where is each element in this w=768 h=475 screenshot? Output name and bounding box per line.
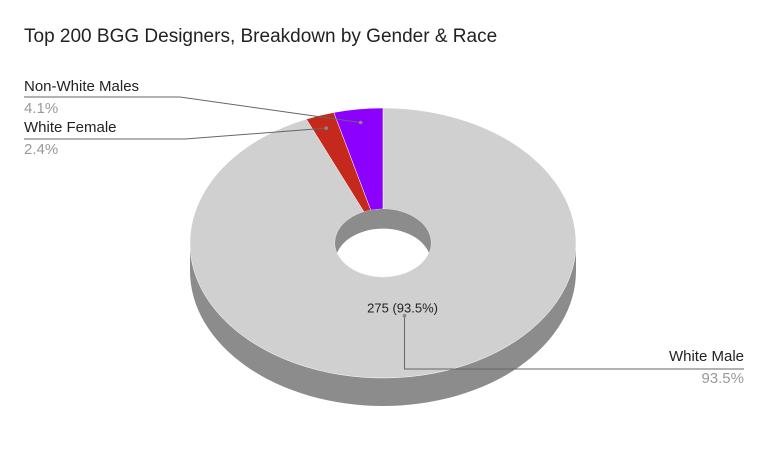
leader-dot xyxy=(402,313,407,318)
leader-dot xyxy=(358,120,363,125)
percent-label: 93.5% xyxy=(701,370,744,387)
chart-title: Top 200 BGG Designers, Breakdown by Gend… xyxy=(24,26,497,47)
hole xyxy=(335,228,431,277)
leader-dot xyxy=(324,126,329,130)
legend-label: White Female xyxy=(24,119,117,136)
percent-label: 4.1% xyxy=(24,100,58,117)
leader-line xyxy=(24,96,361,124)
data-label: 275 (93.5%) xyxy=(367,301,438,316)
leader-line xyxy=(404,315,744,370)
legend-label: White Male xyxy=(669,348,744,365)
legend-label: Non-White Males xyxy=(24,78,139,95)
leader-line xyxy=(24,127,327,140)
percent-label: 2.4% xyxy=(24,141,58,158)
